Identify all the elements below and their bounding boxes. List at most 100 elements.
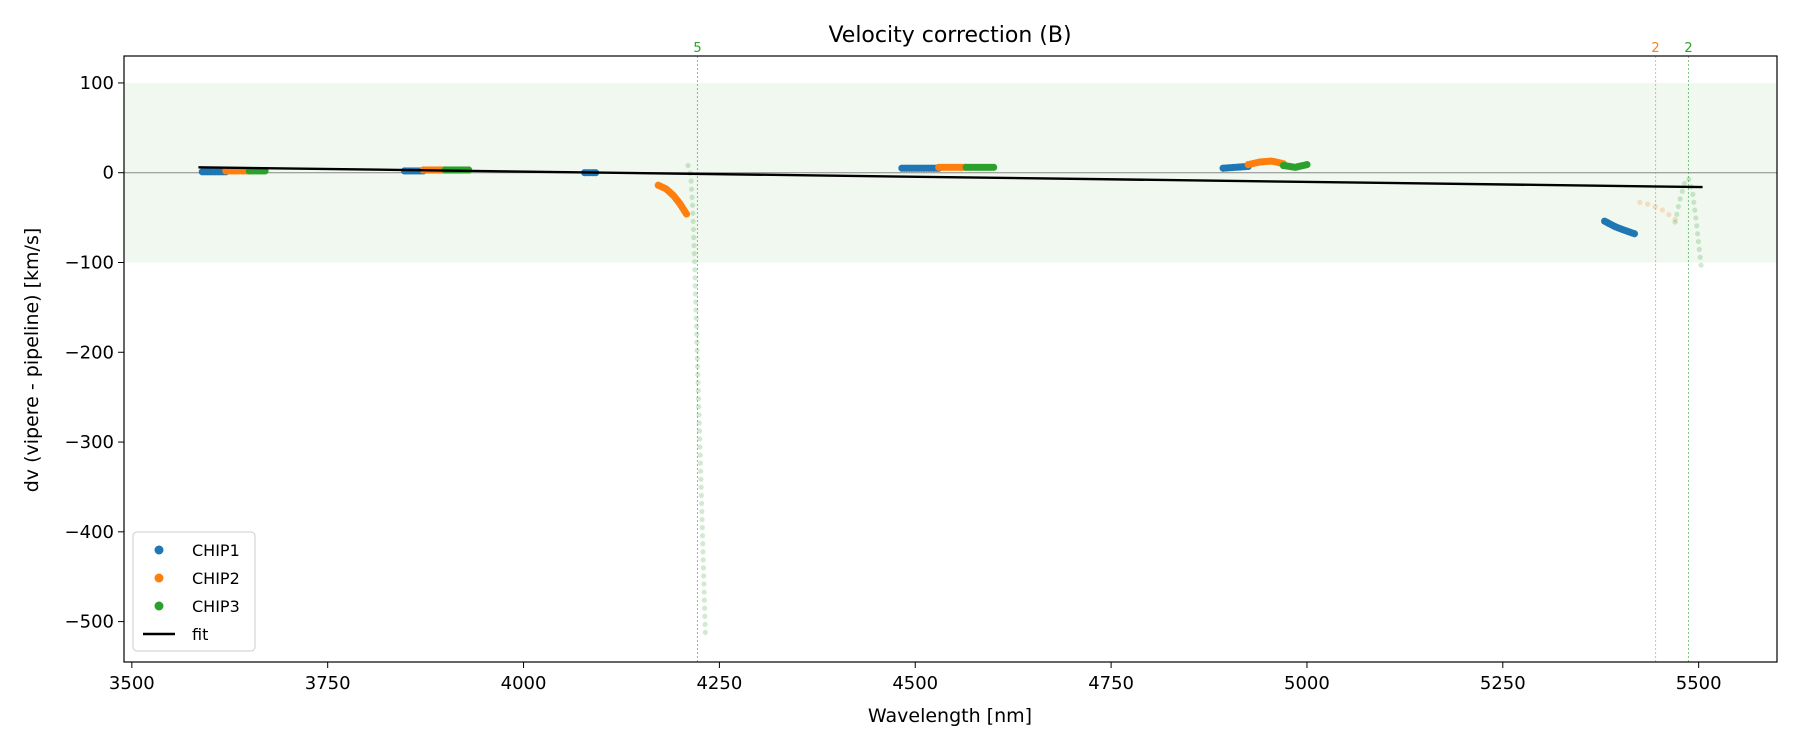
- point-chip3-4-50: [700, 565, 707, 571]
- vertical-marker-label-1: 2: [1651, 41, 1659, 56]
- point-chip3-4-8: [690, 226, 697, 233]
- point-chip2-5-2: [1652, 204, 1658, 210]
- point-chip3-4-37: [697, 460, 704, 466]
- point-chip3-4-27: [695, 379, 701, 386]
- x-tick-label-5000: 5000: [1284, 673, 1330, 694]
- legend-box: [132, 531, 256, 652]
- point-chip2-5-3: [1659, 207, 1665, 213]
- point-chip3-4-23: [694, 347, 700, 353]
- x-tick-label-3500: 3500: [109, 673, 155, 694]
- point-chip3-4-51: [701, 573, 707, 579]
- point-chip3-4-22: [694, 339, 700, 345]
- point-chip3-5-15: [1696, 246, 1702, 253]
- y-tick-label-100: 100: [80, 73, 114, 94]
- point-chip3-4-32: [696, 420, 702, 426]
- axes-frame: [123, 55, 1778, 663]
- point-chip3-4-5: [689, 202, 696, 208]
- x-tick-label-4500: 4500: [892, 673, 938, 694]
- vertical-marker-label-2: 2: [1684, 41, 1692, 56]
- point-chip3-4-56: [702, 613, 708, 619]
- point-chip3-4-33: [696, 428, 703, 434]
- point-chip3-5-8: [1690, 191, 1696, 197]
- legend-label-chip3: CHIP3: [192, 597, 240, 616]
- point-chip3-4-31: [696, 412, 702, 418]
- point-chip2-5-5: [1672, 216, 1678, 222]
- fit-line: [198, 166, 1703, 189]
- point-chip3-4-38: [698, 468, 704, 474]
- point-chip3-4-19: [693, 315, 699, 321]
- point-chip3-4-55: [702, 605, 708, 611]
- point-chip3-4-47: [700, 541, 706, 547]
- x-tick-label-3750: 3750: [305, 673, 351, 694]
- point-chip3-4-12: [691, 259, 698, 265]
- point-chip3-4-28: [695, 388, 701, 394]
- point-chip3-4-34: [697, 436, 703, 442]
- point-chip2-5-1: [1645, 201, 1651, 207]
- point-chip3-4-20: [693, 323, 700, 329]
- point-chip3-4-3: [689, 186, 695, 192]
- y-tick-label--100: −100: [65, 252, 114, 273]
- point-chip3-4-52: [701, 581, 707, 587]
- x-tick-label-4750: 4750: [1088, 673, 1134, 694]
- point-chip3-4-25: [695, 363, 701, 370]
- x-tick-label-5500: 5500: [1676, 673, 1722, 694]
- point-chip3-4-29: [695, 396, 702, 402]
- point-chip3-5-4: [1679, 188, 1685, 194]
- point-chip3-4-39: [698, 476, 704, 482]
- point-chip3-4-45: [699, 525, 705, 531]
- x-axis-label: Wavelength [nm]: [868, 705, 1032, 727]
- point-chip3-5-2: [1675, 203, 1682, 210]
- y-tick-label--500: −500: [65, 612, 114, 633]
- legend-label-fit: fit: [192, 625, 208, 644]
- point-chip3-4-21: [694, 331, 700, 337]
- point-chip3-5-0: [1672, 219, 1678, 225]
- point-chip3-4-40: [698, 484, 704, 490]
- x-tick-label-5250: 5250: [1480, 673, 1526, 694]
- point-chip3-4-41: [698, 492, 704, 498]
- point-chip3-4-17: [693, 299, 699, 305]
- point-chip3-5-5: [1681, 181, 1688, 187]
- point-chip3-5-11: [1693, 215, 1699, 221]
- point-chip3-4-0: [685, 162, 691, 169]
- point-chip3-4-48: [700, 549, 706, 555]
- point-chip3-5-10: [1692, 207, 1698, 213]
- point-chip2-5-0: [1637, 199, 1643, 205]
- point-chip3-4-7: [690, 218, 696, 224]
- point-chip3-4-54: [701, 597, 707, 603]
- legend-marker-chip1: [154, 545, 164, 555]
- point-chip3-4-58: [702, 629, 708, 635]
- plot-area: 5 2 2 3500 3750 4000 4250 4500 4750 5000 5250 5500 1…: [65, 41, 1778, 694]
- legend-marker-chip3: [154, 601, 164, 611]
- point-chip3-5-6: [1686, 176, 1692, 182]
- point-chip3-4-15: [692, 283, 698, 289]
- point-chip3-4-4: [689, 194, 695, 200]
- point-chip3-4-16: [692, 291, 699, 297]
- point-chip3-5-9: [1691, 199, 1697, 205]
- point-chip3-4-9: [691, 234, 697, 241]
- point-chip3-4-49: [700, 557, 706, 563]
- point-chip3-4-36: [697, 452, 703, 458]
- y-tick-label--200: −200: [65, 342, 114, 363]
- point-chip3-3-10: [1303, 161, 1311, 169]
- chart-title: Velocity correction (B): [828, 23, 1071, 48]
- point-chip2-5-4: [1666, 211, 1672, 218]
- point-chip3-4-14: [692, 275, 698, 281]
- legend: CHIP1 CHIP2 CHIP3 fit: [132, 531, 256, 652]
- point-chip1-5-13: [1630, 230, 1639, 238]
- point-chip3-4-57: [702, 621, 708, 627]
- point-chip3-4-26: [695, 371, 701, 378]
- point-chip3-2-11: [989, 163, 998, 171]
- point-chip3-5-1: [1674, 211, 1680, 217]
- x-tick-label-4000: 4000: [501, 673, 547, 694]
- point-chip3-5-12: [1694, 223, 1700, 229]
- point-chip3-5-3: [1677, 196, 1683, 202]
- point-chip3-4-18: [693, 307, 699, 313]
- point-chip3-4-46: [699, 533, 706, 539]
- vertical-marker-label-0: 5: [693, 41, 701, 56]
- point-chip3-4-6: [690, 210, 696, 216]
- point-chip3-4-35: [697, 444, 703, 450]
- y-tick-label-0: 0: [103, 163, 114, 184]
- x-tick-label-4250: 4250: [696, 673, 742, 694]
- legend-marker-chip2: [154, 573, 164, 583]
